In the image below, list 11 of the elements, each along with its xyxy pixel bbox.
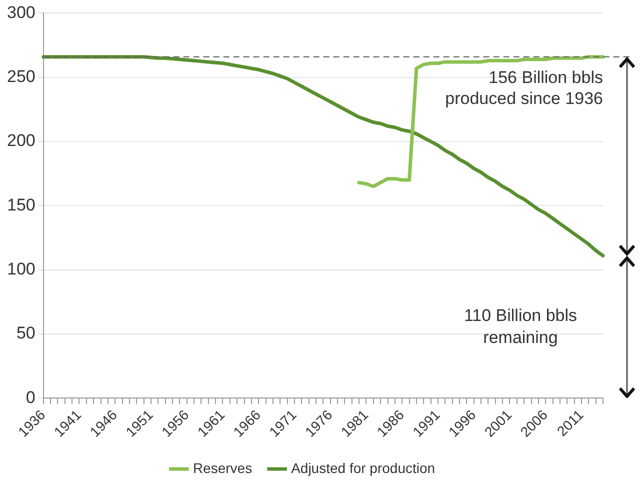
y-tick-label: 250 <box>6 67 36 86</box>
y-tick-label: 200 <box>6 131 36 150</box>
y-tick-label: 100 <box>6 259 36 278</box>
annotation: 156 Billion bbls produced since 1936 <box>444 66 603 110</box>
y-tick-label: 50 <box>16 324 36 343</box>
y-tick-label: 0 <box>26 388 36 407</box>
annotation: 110 Billion bbls remaining <box>462 305 578 348</box>
y-tick-label: 150 <box>6 195 36 214</box>
legend-label: Adjusted for production <box>291 460 436 476</box>
y-tick-label: 300 <box>6 2 36 22</box>
legend-label: Reserves <box>192 460 252 476</box>
